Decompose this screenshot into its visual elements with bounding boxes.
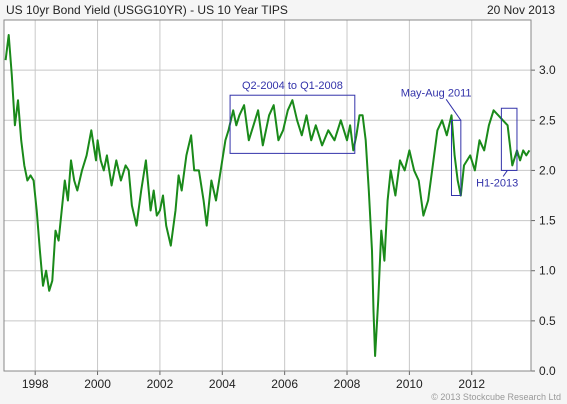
annotation-box [450, 119, 462, 196]
annotation-label: May-Aug 2011 [401, 87, 472, 99]
annotation-box [229, 94, 356, 154]
x-tick-label: 2008 [334, 377, 361, 391]
annotation-leader [502, 170, 508, 177]
annotation-leader [445, 98, 462, 121]
x-tick-label: 2000 [84, 377, 111, 391]
y-tick-label: 2.0 [539, 163, 556, 177]
series-line [4, 34, 531, 357]
y-tick-label: 1.0 [539, 264, 556, 278]
x-tick-label: 2012 [458, 377, 485, 391]
y-tick-label: 3.0 [539, 63, 556, 77]
chart-date: 20 Nov 2013 [486, 3, 555, 17]
y-tick-label: 1.5 [539, 214, 556, 228]
x-tick-label: 2002 [147, 377, 174, 391]
chart-title: US 10yr Bond Yield (USGG10YR) - US 10 Ye… [6, 3, 288, 17]
y-tick-label: 0.0 [539, 364, 556, 378]
plot-area [4, 20, 531, 371]
x-tick-label: 2004 [209, 377, 236, 391]
x-tick-label: 2006 [271, 377, 298, 391]
annotation-label: H1-2013 [476, 177, 518, 189]
x-tick-label: 1998 [22, 377, 49, 391]
annotation-box [500, 107, 518, 171]
copyright-text: © 2013 Stockcube Research Ltd [431, 392, 561, 402]
x-tick-label: 2010 [396, 377, 423, 391]
plot-frame [3, 19, 532, 372]
annotation-label: Q2-2004 to Q1-2008 [242, 80, 343, 92]
y-tick-label: 0.5 [539, 314, 556, 328]
y-tick-label: 2.5 [539, 113, 556, 127]
